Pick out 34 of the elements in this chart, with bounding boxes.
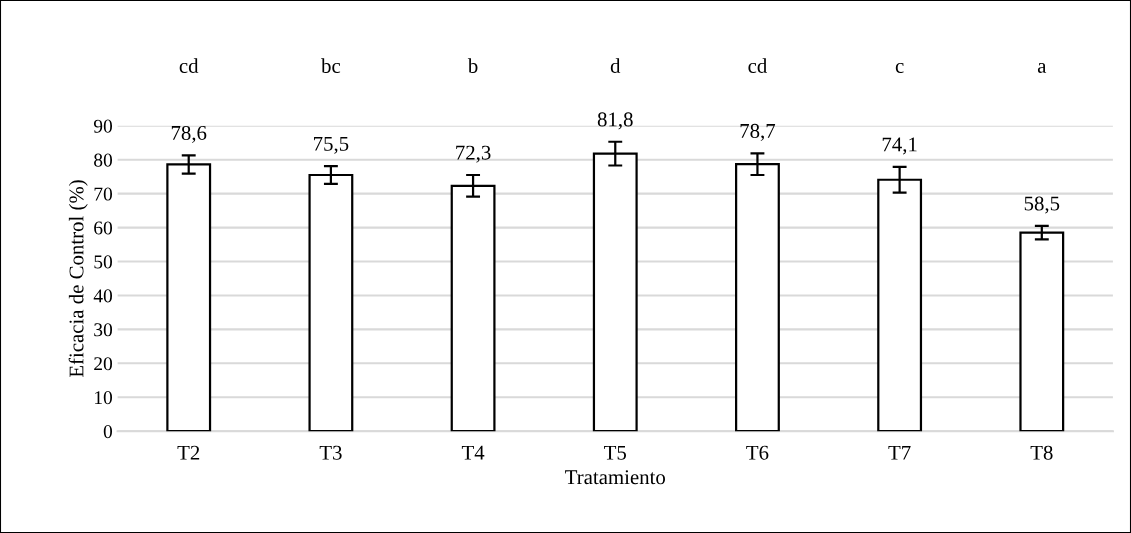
y-tick-label: 40 — [93, 289, 113, 303]
data-label: 75,5 — [314, 136, 349, 154]
text: cd — [748, 58, 768, 73]
y-tick-label: 0 — [103, 425, 113, 439]
y-tick-label: 50 — [94, 255, 113, 269]
x-tick-label: T8 — [1030, 445, 1053, 460]
y-tick-label: 10 — [95, 391, 113, 405]
data-label: 74,1 — [882, 137, 917, 155]
x-tick-label: T6 — [746, 445, 769, 460]
text: cd — [179, 58, 199, 73]
y-tick-label: 80 — [94, 153, 113, 167]
data-label: 78,6 — [171, 125, 207, 143]
data-label: 58,5 — [1024, 196, 1060, 214]
y-tick-label: 70 — [94, 187, 113, 201]
text: bc — [321, 58, 341, 73]
y-tick-label: 30 — [94, 323, 113, 337]
data-label: 78,7 — [740, 123, 776, 141]
y-tick-label: 90 — [93, 119, 113, 133]
bar — [1019, 231, 1065, 432]
x-tick-label: T7 — [888, 445, 911, 460]
data-label: 81,8 — [597, 112, 633, 130]
x-tick-label: T3 — [319, 445, 342, 460]
y-axis-title: Eficacia de Control (%) — [68, 180, 88, 378]
x-tick-label: T5 — [604, 445, 627, 460]
text: a — [1037, 62, 1047, 73]
x-tick-label: T2 — [177, 445, 200, 460]
data-label: 72,3 — [456, 145, 491, 163]
x-tick-label: T4 — [461, 445, 485, 460]
text: c — [895, 62, 904, 73]
y-tick-label: 20 — [94, 357, 113, 371]
x-axis-title: Tratamiento — [565, 470, 666, 485]
text: b — [467, 58, 478, 73]
text: d — [610, 58, 621, 73]
y-tick-label: 60 — [94, 221, 113, 235]
